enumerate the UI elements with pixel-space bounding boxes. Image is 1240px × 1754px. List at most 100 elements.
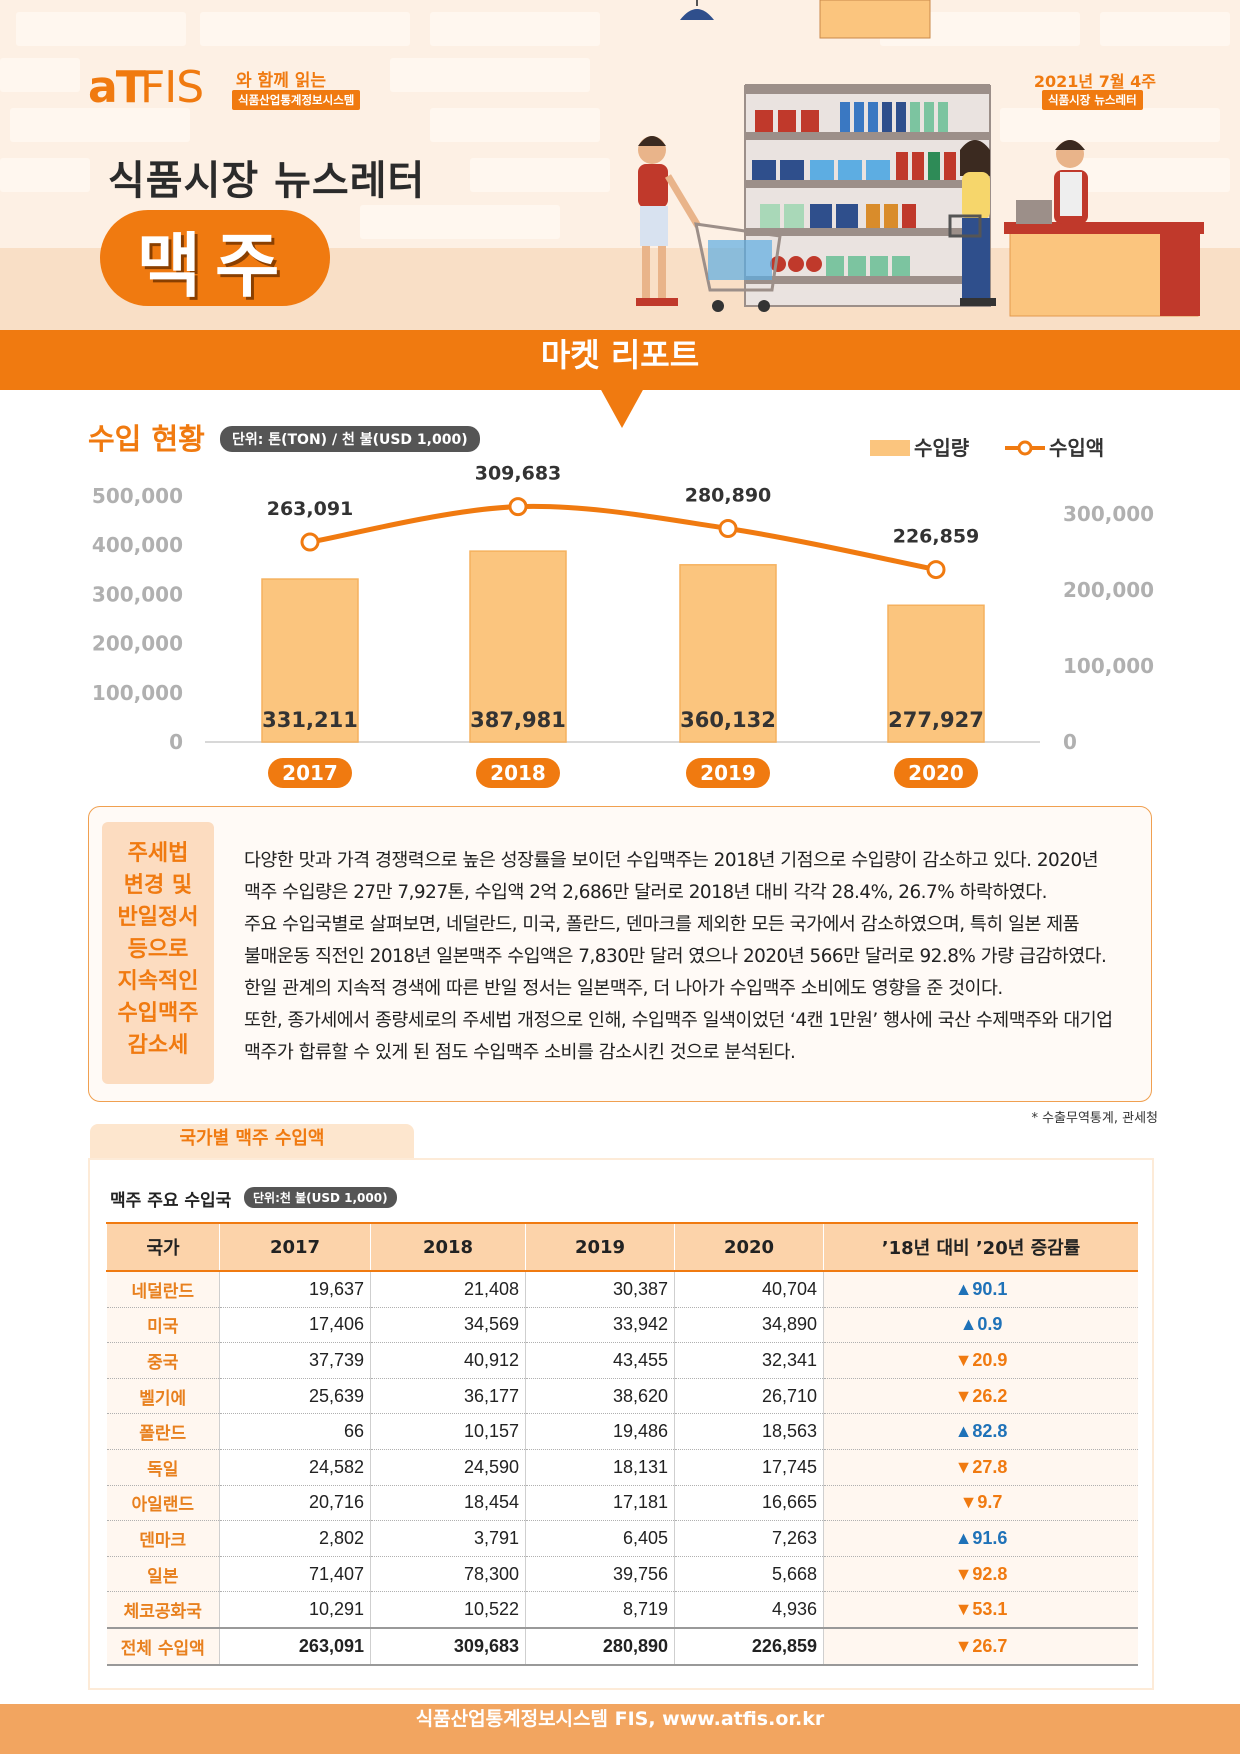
cell-2018: 309,683 bbox=[370, 1626, 526, 1666]
cell-2020: 32,341 bbox=[674, 1342, 824, 1379]
cell-2019: 30,387 bbox=[525, 1271, 675, 1308]
cell-country: 중국 bbox=[106, 1342, 220, 1379]
summary-title-line: 변경 및 bbox=[123, 873, 193, 898]
bar-value-label: 331,211 bbox=[262, 708, 358, 732]
cell-2018: 78,300 bbox=[370, 1556, 526, 1593]
brick bbox=[0, 58, 80, 92]
cell-change: ▼26.2 bbox=[823, 1378, 1138, 1415]
system-name-badge: 식품산업통계정보시스템 bbox=[232, 90, 361, 110]
cell-change: ▼26.7 bbox=[823, 1626, 1138, 1666]
chart-bar bbox=[679, 564, 777, 743]
section-title: 수입 현황 bbox=[88, 422, 205, 456]
cell-2020: 16,665 bbox=[674, 1485, 824, 1522]
left-axis-tick-label: 300,000 bbox=[92, 582, 183, 606]
cell-country: 전체 수입액 bbox=[106, 1626, 220, 1666]
cell-2018: 21,408 bbox=[370, 1271, 526, 1308]
cell-2019: 38,620 bbox=[525, 1378, 675, 1415]
right-axis-tick-label: 300,000 bbox=[1063, 502, 1154, 526]
line-point bbox=[300, 532, 320, 552]
summary-line: 주요 수입국별로 살펴보면, 네덜란드, 미국, 폴란드, 덴마크를 제외한 모… bbox=[244, 914, 1080, 935]
table-row: 일본 71,407 78,300 39,756 5,668 ▼92.8 bbox=[106, 1556, 1138, 1593]
col-header-2018: 2018 bbox=[370, 1222, 526, 1272]
summary-title-panel bbox=[102, 822, 214, 1084]
summary-body: 다양한 맛과 가격 경쟁력으로 높은 성장률을 보이던 수입맥주는 2018년 … bbox=[244, 845, 1124, 1069]
cell-2018: 18,454 bbox=[370, 1485, 526, 1522]
col-header-change: ’18년 대비 ’20년 증감률 bbox=[823, 1222, 1138, 1272]
cell-change: ▼92.8 bbox=[823, 1556, 1138, 1593]
right-axis-tick-label: 200,000 bbox=[1063, 578, 1154, 602]
banner-title: 마켓 리포트 bbox=[540, 336, 700, 374]
cell-2020: 7,263 bbox=[674, 1520, 824, 1557]
left-axis-tick-label: 0 bbox=[169, 730, 183, 754]
cell-2017: 19,637 bbox=[219, 1271, 371, 1308]
summary-title-line: 등으로 bbox=[127, 937, 189, 962]
cell-country: 독일 bbox=[106, 1449, 220, 1486]
cell-2019: 8,719 bbox=[525, 1591, 675, 1629]
cell-country: 미국 bbox=[106, 1307, 220, 1344]
col-header-2020: 2020 bbox=[674, 1222, 824, 1272]
col-header-2017: 2017 bbox=[219, 1222, 371, 1272]
cell-2017: 71,407 bbox=[219, 1556, 371, 1593]
category-label: 2020 bbox=[908, 761, 964, 785]
cell-2019: 33,942 bbox=[525, 1307, 675, 1344]
brick bbox=[1060, 158, 1230, 192]
cell-2019: 19,486 bbox=[525, 1413, 675, 1450]
issue-date: 2021년 7월 4주 bbox=[1033, 72, 1156, 91]
cell-country: 네덜란드 bbox=[106, 1271, 220, 1308]
col-header-2019: 2019 bbox=[525, 1222, 675, 1272]
category-pill bbox=[268, 758, 352, 788]
product-title: 맥주 bbox=[136, 225, 294, 307]
footer-text: 식품산업통계정보시스템 FIS, www.atfis.or.kr bbox=[415, 1708, 825, 1730]
summary-title: 주세법 변경 및 반일정서 등으로 지속적인 수입맥주 감소세 bbox=[102, 838, 214, 1062]
chart-bar bbox=[469, 550, 567, 743]
logo-at: aT bbox=[88, 62, 146, 113]
line-value-label: 226,859 bbox=[893, 526, 980, 548]
market-report-banner bbox=[0, 330, 1240, 390]
table-row: 중국 37,739 40,912 43,455 32,341 ▼20.9 bbox=[106, 1342, 1138, 1379]
cell-change: ▲91.6 bbox=[823, 1520, 1138, 1557]
summary-box bbox=[88, 806, 1152, 1102]
cell-2020: 40,704 bbox=[674, 1271, 824, 1308]
cell-2018: 40,912 bbox=[370, 1342, 526, 1379]
table-row: 벨기에 25,639 36,177 38,620 26,710 ▼26.2 bbox=[106, 1378, 1138, 1415]
line-point bbox=[926, 560, 946, 580]
brick bbox=[430, 108, 600, 142]
cell-2020: 26,710 bbox=[674, 1378, 824, 1415]
left-axis-tick-label: 200,000 bbox=[92, 632, 183, 656]
cell-2017: 263,091 bbox=[219, 1626, 371, 1666]
right-axis-tick-label: 0 bbox=[1063, 730, 1077, 754]
cell-2018: 34,569 bbox=[370, 1307, 526, 1344]
tagline: 와 함께 읽는 bbox=[236, 71, 327, 91]
summary-title-line: 지속적인 bbox=[117, 969, 199, 994]
legend-swatch-bar bbox=[870, 440, 910, 456]
cell-country: 체코공화국 bbox=[106, 1591, 220, 1629]
cell-country: 덴마크 bbox=[106, 1520, 220, 1557]
bar-value-label: 387,981 bbox=[470, 708, 566, 732]
brick bbox=[470, 158, 610, 192]
table-tab-title: 국가별 맥주 수입액 bbox=[90, 1124, 414, 1160]
cell-2019: 17,181 bbox=[525, 1485, 675, 1522]
newsletter-title: 식품시장 뉴스레터 bbox=[108, 158, 426, 204]
table-row: 체코공화국 10,291 10,522 8,719 4,936 ▼53.1 bbox=[106, 1591, 1138, 1629]
brick bbox=[16, 12, 186, 46]
cell-change: ▲90.1 bbox=[823, 1271, 1138, 1308]
cell-country: 폴란드 bbox=[106, 1413, 220, 1450]
cell-change: ▲0.9 bbox=[823, 1307, 1138, 1344]
brick bbox=[390, 58, 590, 92]
table-caption: 맥주 주요 수입국 bbox=[110, 1191, 232, 1211]
summary-title-line: 반일정서 bbox=[117, 905, 199, 930]
cell-2018: 10,157 bbox=[370, 1413, 526, 1450]
brick bbox=[0, 158, 90, 192]
summary-line: 맥주가 합류할 수 있게 된 점도 수입맥주 소비를 감소시킨 것으로 분석된다… bbox=[244, 1042, 796, 1063]
summary-line: 맥주 수입량은 27만 7,927톤, 수입액 2억 2,686만 달러로 20… bbox=[244, 882, 1048, 903]
line-value-label: 280,890 bbox=[685, 485, 772, 507]
cell-change: ▼9.7 bbox=[823, 1485, 1138, 1522]
bar-value-label: 277,927 bbox=[888, 708, 984, 732]
cell-2019: 280,890 bbox=[525, 1626, 675, 1666]
summary-line: 불매운동 직전인 2018년 일본맥주 수입액은 7,830만 달러 였으나 2… bbox=[244, 946, 1107, 967]
cell-country: 아일랜드 bbox=[106, 1485, 220, 1522]
category-label: 2017 bbox=[282, 761, 338, 785]
footer-bar bbox=[0, 1704, 1240, 1754]
cell-2018: 10,522 bbox=[370, 1591, 526, 1629]
summary-title-line: 감소세 bbox=[127, 1033, 189, 1058]
